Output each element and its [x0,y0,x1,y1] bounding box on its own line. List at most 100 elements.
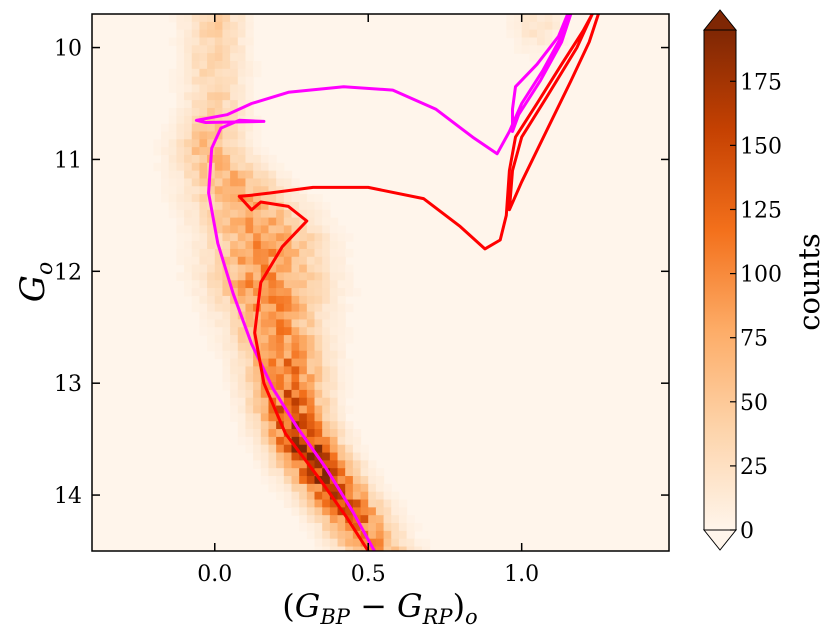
heatmap-cell [237,405,247,414]
heatmap-cell [283,217,293,227]
heatmap-cell [230,37,239,46]
heatmap-cell [283,436,293,446]
heatmap-cell [222,131,231,140]
heatmap-cell [207,311,216,321]
heatmap-cell [291,452,300,461]
heatmap-cell [398,523,408,532]
heatmap-cell [291,460,300,469]
heatmap-cell [537,21,546,31]
heatmap-cell [222,154,231,164]
heatmap-cell [291,256,300,266]
heatmap-cell [253,444,262,454]
heatmap-cell [230,256,239,266]
heatmap-cell [322,491,331,501]
heatmap-cell [214,327,224,336]
heatmap-cell [245,342,254,352]
heatmap-cell [276,436,285,446]
heatmap-cell [214,14,224,23]
heatmap-cell [207,303,216,313]
heatmap-cell [222,123,231,133]
heatmap-cell [322,436,331,446]
heatmap-cell [337,382,346,391]
heatmap-cell [253,288,262,297]
heatmap-cell [283,170,293,180]
heatmap-cell [391,499,400,508]
heatmap-cell [176,14,185,23]
heatmap-cell [222,233,231,242]
heatmap-cell [329,233,339,242]
heatmap-cell [360,452,369,461]
heatmap-cell [360,523,369,532]
heatmap-cell [245,264,254,274]
heatmap-cell [176,209,185,219]
heatmap-cell [260,405,270,414]
heatmap-cell [253,280,262,289]
heatmap-cell [253,248,262,258]
colorbar-tick-label: 150 [740,134,782,159]
plot-frame [91,13,670,552]
heatmap-cell [322,476,331,485]
heatmap-cell [260,147,270,156]
heatmap-cell [199,60,208,70]
heatmap-cell [421,546,431,551]
heatmap-cell [207,45,216,54]
heatmap-cell [245,76,254,86]
heatmap-cell [299,413,308,422]
heatmap-cell [360,491,369,501]
heatmap-cell [199,29,208,39]
heatmap-cell [214,280,224,289]
heatmap-cell [314,335,323,344]
heatmap-cell [421,538,431,548]
heatmap-cell [283,350,293,360]
heatmap-cell [176,45,185,54]
heatmap-cell [283,382,293,391]
heatmap-cell [283,429,293,438]
heatmap-cell [161,123,170,133]
heatmap-cell [199,84,208,93]
y-tick-label: 11 [54,148,82,173]
heatmap-cell [276,311,285,321]
heatmap-cell [245,45,254,54]
heatmap-cell [299,350,308,360]
heatmap-cell [337,444,346,454]
heatmap-cell [161,170,170,180]
heatmap-cell [268,421,277,430]
heatmap-cell [329,382,339,391]
heatmap-cell [322,499,331,508]
heatmap-cell [260,256,270,266]
heatmap-cell [260,162,270,172]
heatmap-cell [207,14,216,23]
heatmap-cell [237,100,247,109]
heatmap-cell [230,209,239,219]
heatmap-cell [191,37,201,46]
heatmap-cell [368,491,377,501]
heatmap-cell [253,209,262,219]
heatmap-cell [299,303,308,313]
heatmap-cell [199,170,208,180]
heatmap-cell [184,107,193,117]
heatmap-cell [176,217,185,227]
heatmap-cell [329,366,339,375]
heatmap-cell [352,468,362,477]
heatmap-cell [222,68,231,78]
heatmap-cell [268,201,277,211]
heatmap-cell [222,53,231,62]
heatmap-cell [306,209,316,219]
heatmap-cell [237,60,247,70]
heatmap-cell [268,413,277,422]
heatmap-cell [245,241,254,250]
heatmap-cell [191,280,201,289]
heatmap-cell [199,233,208,242]
heatmap-cell [230,29,239,39]
heatmap-cell [237,178,247,187]
heatmap-cell [268,154,277,164]
heatmap-cell [314,209,323,219]
heatmap-cell [299,468,308,477]
heatmap-cell [237,264,247,274]
heatmap-cell [268,280,277,289]
heatmap-cell [291,397,300,407]
heatmap-cell [230,170,239,180]
heatmap-cell [299,327,308,336]
heatmap-cell [322,389,331,399]
